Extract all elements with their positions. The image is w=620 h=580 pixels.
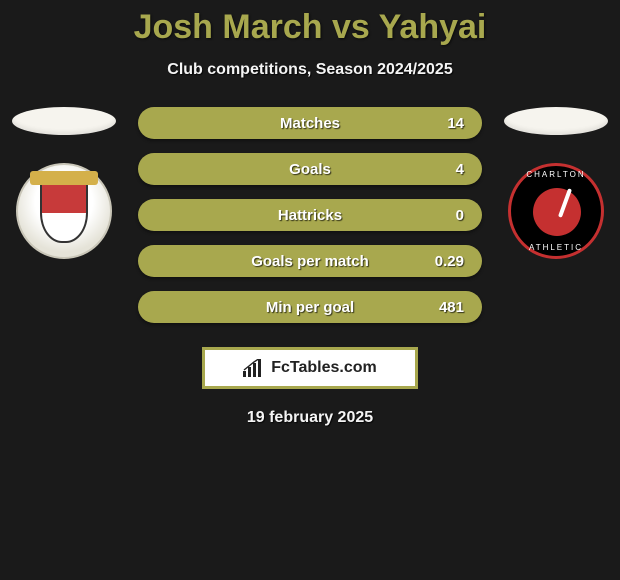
brand-name: FcTables.com [271,359,377,377]
stat-bar-goals: Goals 4 [138,153,482,185]
stats-bars: Matches 14 Goals 4 Hattricks 0 Goals per… [138,107,482,323]
stat-value: 4 [456,161,464,178]
stat-value: 14 [447,115,464,132]
left-oval-placeholder [12,107,116,135]
stat-bar-goals-per-match: Goals per match 0.29 [138,245,482,277]
stat-value: 0 [456,207,464,224]
stat-value: 0.29 [435,253,464,270]
brand-chart-icon [243,359,265,377]
stat-label: Min per goal [266,299,354,316]
stat-label: Hattricks [278,207,342,224]
left-column [8,107,120,259]
stat-label: Goals [289,161,331,178]
right-oval-placeholder [504,107,608,135]
brand-badge[interactable]: FcTables.com [202,347,418,389]
stat-bar-matches: Matches 14 [138,107,482,139]
left-club-crest [16,163,112,259]
crest-ring-text-bottom: ATHLETIC [511,243,601,252]
stat-bar-hattricks: Hattricks 0 [138,199,482,231]
main-row: Matches 14 Goals 4 Hattricks 0 Goals per… [0,107,620,323]
stat-value: 481 [439,299,464,316]
date-label: 19 february 2025 [0,409,620,427]
stat-label: Matches [280,115,340,132]
crest-ring-text-top: CHARLTON [511,170,601,179]
page-title: Josh March vs Yahyai [0,8,620,47]
subtitle: Club competitions, Season 2024/2025 [0,61,620,79]
stat-bar-min-per-goal: Min per goal 481 [138,291,482,323]
comparison-card: Josh March vs Yahyai Club competitions, … [0,0,620,427]
right-club-crest: CHARLTON ATHLETIC [508,163,604,259]
right-column: CHARLTON ATHLETIC [500,107,612,259]
stat-label: Goals per match [251,253,369,270]
